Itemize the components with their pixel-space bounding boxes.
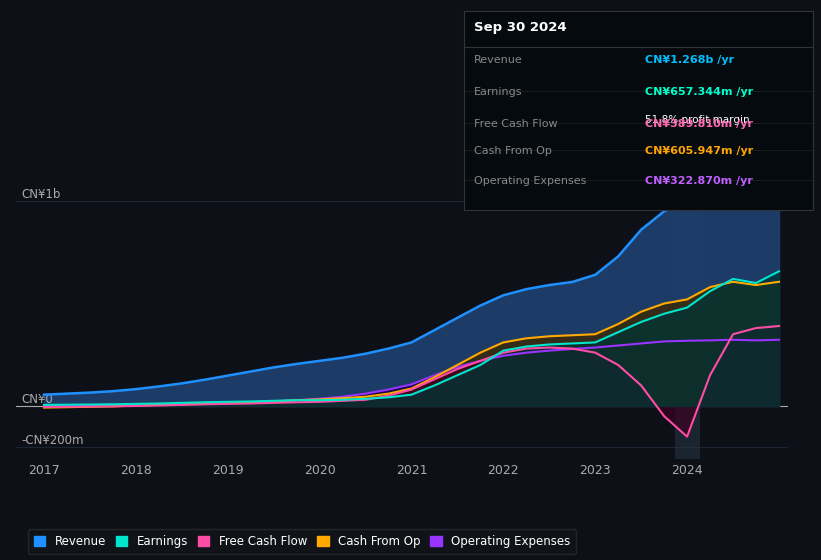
Text: -CN¥200m: -CN¥200m — [21, 434, 84, 447]
Text: CN¥389.810m /yr: CN¥389.810m /yr — [645, 119, 754, 129]
Text: Earnings: Earnings — [475, 87, 523, 97]
Text: Revenue: Revenue — [475, 55, 523, 65]
Text: Cash From Op: Cash From Op — [475, 146, 553, 156]
Text: CN¥605.947m /yr: CN¥605.947m /yr — [645, 146, 754, 156]
Text: 51.8% profit margin: 51.8% profit margin — [645, 115, 750, 124]
Legend: Revenue, Earnings, Free Cash Flow, Cash From Op, Operating Expenses: Revenue, Earnings, Free Cash Flow, Cash … — [28, 529, 576, 554]
Text: Sep 30 2024: Sep 30 2024 — [475, 21, 567, 34]
Text: CN¥1.268b /yr: CN¥1.268b /yr — [645, 55, 735, 65]
Text: CN¥0: CN¥0 — [21, 393, 53, 405]
Text: CN¥1b: CN¥1b — [21, 188, 61, 201]
Text: Operating Expenses: Operating Expenses — [475, 176, 587, 186]
Text: CN¥322.870m /yr: CN¥322.870m /yr — [645, 176, 753, 186]
Text: CN¥657.344m /yr: CN¥657.344m /yr — [645, 87, 754, 97]
Text: Free Cash Flow: Free Cash Flow — [475, 119, 558, 129]
